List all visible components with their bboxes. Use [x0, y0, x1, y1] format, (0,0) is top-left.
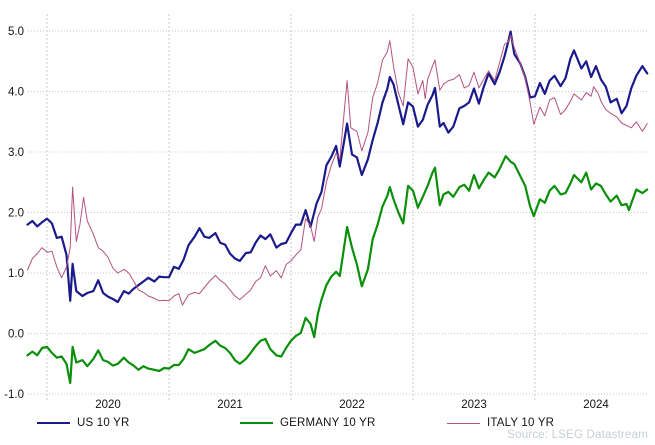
us-10yr-line-swatch	[37, 422, 70, 424]
y-tick-label: 3.0	[8, 147, 24, 159]
germany-10yr-legend-label: GERMANY 10 YR	[280, 417, 376, 429]
us-10yr-legend-label: US 10 YR	[77, 417, 130, 429]
series-line-germany-10-yr	[26, 155, 649, 385]
series-line-us-10-yr	[26, 30, 649, 304]
x-tick-label: 2022	[339, 399, 365, 411]
legend: US 10 YR GERMANY 10 YR ITALY 10 YR	[0, 416, 655, 430]
x-tick-label: 2023	[461, 399, 487, 411]
y-tick-label: 5.0	[8, 26, 24, 38]
legend-item-us-10yr: US 10 YR	[37, 416, 130, 430]
x-tick-label: 2024	[583, 399, 609, 411]
legend-item-italy-10yr: ITALY 10 YR	[447, 416, 554, 430]
y-tick-label: 2.0	[8, 208, 24, 220]
legend-item-germany-10yr: GERMANY 10 YR	[240, 416, 376, 430]
y-tick-label: 1.0	[8, 268, 24, 280]
series-line-italy-10-yr	[27, 34, 648, 306]
italy-10yr-legend-label: ITALY 10 YR	[487, 417, 555, 429]
source-credit: Source: LSEG Datastream	[507, 429, 648, 441]
y-tick-label: 4.0	[8, 87, 24, 99]
germany-10yr-line-swatch	[240, 422, 273, 424]
x-tick-label: 2020	[95, 399, 121, 411]
y-tick-label: 0.0	[8, 329, 24, 341]
x-tick-label: 2021	[217, 399, 243, 411]
y-tick-label: -1.0	[4, 389, 24, 401]
plot-area: 5.0 4.0 3.0 2.0 1.0 0.0 -1.0 2020 2021 2022 2023 20…	[4, 14, 649, 411]
italy-10yr-line-swatch	[447, 422, 480, 424]
